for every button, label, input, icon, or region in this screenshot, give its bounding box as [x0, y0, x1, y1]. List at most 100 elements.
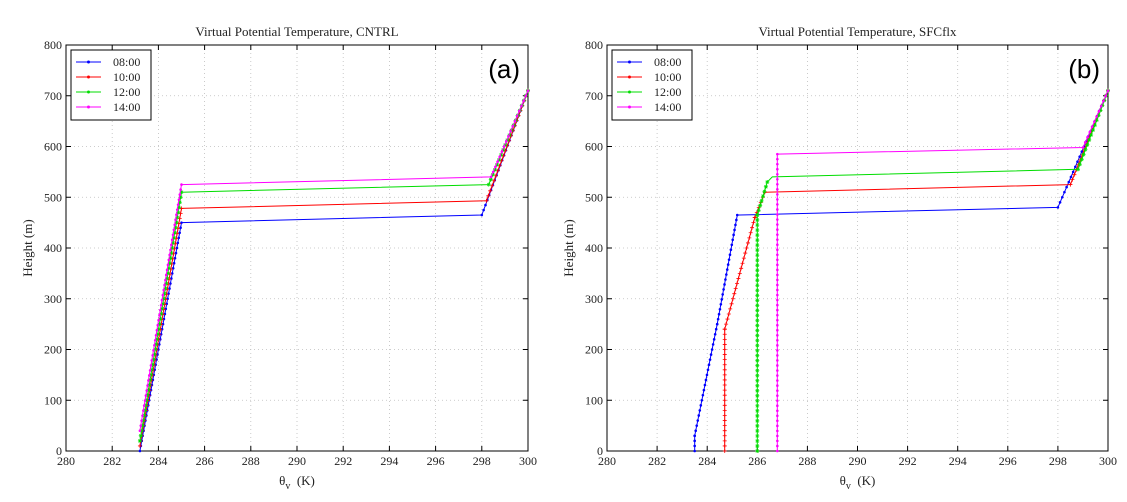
data-point: [707, 363, 711, 367]
data-point: [141, 414, 144, 417]
data-point: [1087, 137, 1092, 142]
data-point: [727, 258, 731, 261]
data-point: [755, 408, 760, 413]
data-point: [494, 162, 499, 167]
data-point: [755, 333, 760, 338]
data-point: [722, 327, 727, 332]
data-point: [139, 424, 143, 427]
data-point: [1075, 167, 1080, 172]
y-tick-label: 300: [585, 292, 603, 306]
data-point: [776, 384, 779, 387]
y-axis-label: Height (m): [561, 219, 576, 276]
x-tick-label: 298: [1049, 454, 1067, 468]
data-point: [511, 124, 515, 128]
data-point: [504, 140, 508, 143]
data-point: [755, 338, 760, 343]
data-point: [755, 443, 760, 448]
data-point: [526, 89, 530, 92]
legend-label: 14:00: [113, 100, 140, 114]
data-point: [165, 271, 170, 276]
data-point: [720, 298, 724, 301]
data-point: [174, 218, 177, 222]
data-point: [776, 379, 779, 382]
data-point: [776, 223, 779, 226]
data-point: [484, 203, 487, 207]
data-point: [756, 208, 761, 213]
data-point: [138, 429, 142, 433]
data-point: [776, 268, 779, 272]
data-point: [722, 418, 727, 423]
data-point: [163, 283, 166, 287]
data-point: [755, 423, 760, 428]
legend-marker: [628, 90, 631, 94]
y-tick-label: 600: [585, 140, 603, 154]
legend-label: 08:00: [113, 55, 140, 69]
data-point: [480, 213, 484, 217]
data-point: [755, 428, 760, 433]
data-point: [699, 404, 703, 407]
data-point: [160, 298, 164, 302]
data-point: [755, 348, 760, 353]
data-point: [729, 248, 733, 252]
data-point: [498, 155, 502, 158]
data-point: [703, 383, 707, 387]
data-point: [776, 243, 779, 246]
data-point: [755, 293, 760, 298]
data-point: [175, 213, 178, 217]
data-point: [158, 317, 163, 322]
data-point: [513, 119, 517, 123]
data-point: [153, 347, 158, 352]
data-point: [520, 104, 523, 108]
data-point: [776, 359, 779, 362]
data-point: [150, 362, 155, 367]
data-point: [1081, 146, 1085, 149]
data-point: [147, 383, 152, 388]
data-point: [491, 170, 495, 174]
legend-marker: [628, 105, 631, 109]
data-point: [708, 358, 712, 361]
x-axis-label-subscript: v: [846, 481, 851, 492]
data-point: [153, 338, 157, 342]
y-tick-label: 300: [44, 292, 62, 306]
data-point: [145, 389, 149, 392]
data-point: [178, 195, 183, 200]
data-point: [168, 253, 171, 257]
data-point: [758, 203, 763, 208]
data-point: [776, 354, 779, 357]
data-point: [161, 296, 166, 301]
data-point: [752, 215, 757, 220]
data-point: [722, 408, 727, 413]
data-point: [722, 443, 727, 448]
y-tick-label: 800: [585, 38, 603, 52]
data-point: [776, 313, 779, 317]
y-axis-label: Height (m): [20, 219, 35, 276]
data-point: [138, 433, 143, 438]
data-point: [776, 258, 779, 262]
data-point: [161, 293, 165, 297]
data-point: [1100, 103, 1105, 108]
data-point: [722, 352, 727, 357]
data-point: [722, 347, 727, 352]
x-axis-label-symbol: θ: [840, 473, 846, 488]
data-point: [714, 327, 718, 331]
data-point: [722, 388, 727, 393]
data-point: [776, 273, 779, 277]
data-point: [722, 398, 727, 403]
data-point: [180, 183, 183, 186]
data-point: [490, 172, 495, 177]
data-point: [712, 338, 716, 341]
data-point: [755, 308, 760, 313]
data-point: [177, 198, 181, 201]
data-point: [755, 298, 760, 303]
data-point: [776, 263, 779, 267]
data-point: [776, 318, 779, 322]
data-point: [142, 404, 146, 407]
data-point: [150, 359, 154, 362]
data-point: [493, 173, 498, 178]
data-point: [755, 318, 760, 323]
data-point: [776, 193, 779, 196]
data-point: [762, 189, 767, 194]
data-point: [722, 413, 727, 418]
data-point: [158, 338, 162, 341]
